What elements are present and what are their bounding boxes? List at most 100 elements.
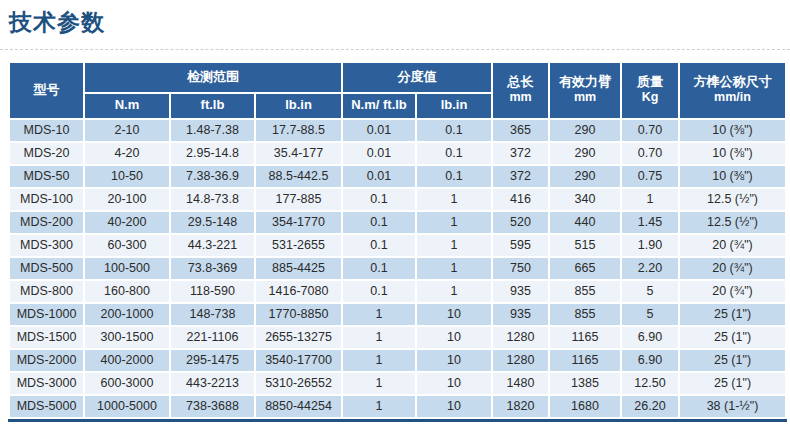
- cell-mass: 2.20: [622, 258, 678, 279]
- cell-range-nm: 200-1000: [85, 304, 169, 325]
- cell-effective-arm: 1680: [550, 396, 620, 417]
- cell-total-length: 1280: [493, 350, 548, 371]
- cell-effective-arm: 440: [550, 212, 620, 233]
- cell-effective-arm: 1165: [550, 350, 620, 371]
- cell-range-nm: 40-200: [85, 212, 169, 233]
- cell-effective-arm: 290: [550, 166, 620, 187]
- cell-mass: 0.70: [622, 120, 678, 141]
- cell-range-ftlb: 2.95-14.8: [171, 143, 254, 164]
- cell-range-ftlb: 738-3688: [171, 396, 254, 417]
- header-range-ftlb: ft.lb: [171, 94, 254, 118]
- cell-division-lbin: 10: [417, 304, 491, 325]
- header-effective-arm-label: 有效力臂: [559, 74, 611, 89]
- header-range-nm: N.m: [85, 94, 169, 118]
- cell-effective-arm: 340: [550, 189, 620, 210]
- cell-range-ftlb: 118-590: [171, 281, 254, 302]
- header-mass: 质量 Kg: [622, 63, 678, 118]
- spec-table: 型号 检测范围 分度值 总长 mm 有效力臂 mm 质量 Kg 方榫公称尺寸 m…: [8, 61, 787, 419]
- header-total-length-label: 总长: [508, 74, 534, 89]
- cell-total-length: 365: [493, 120, 548, 141]
- header-effective-arm-unit: mm: [574, 90, 596, 104]
- cell-division-nm-ftlb: 1: [343, 373, 415, 394]
- cell-range-ftlb: 73.8-369: [171, 258, 254, 279]
- header-mass-unit: Kg: [642, 90, 659, 104]
- cell-total-length: 416: [493, 189, 548, 210]
- cell-range-nm: 10-50: [85, 166, 169, 187]
- cell-range-lbin: 1770-8850: [256, 304, 341, 325]
- header-mass-label: 质量: [637, 74, 663, 89]
- cell-division-nm-ftlb: 0.01: [343, 120, 415, 141]
- cell-total-length: 1480: [493, 373, 548, 394]
- cell-division-lbin: 1: [417, 189, 491, 210]
- cell-range-lbin: 531-2655: [256, 235, 341, 256]
- cell-mass: 26.20: [622, 396, 678, 417]
- cell-square-size: 12.5 (½"): [680, 212, 785, 233]
- cell-division-nm-ftlb: 1: [343, 350, 415, 371]
- cell-division-lbin: 1: [417, 235, 491, 256]
- cell-square-size: 10 (⅜"): [680, 143, 785, 164]
- cell-model: MDS-300: [10, 235, 83, 256]
- cell-square-size: 25 (1"): [680, 327, 785, 348]
- cell-range-ftlb: 1.48-7.38: [171, 120, 254, 141]
- cell-square-size: 10 (⅜"): [680, 166, 785, 187]
- cell-total-length: 1820: [493, 396, 548, 417]
- table-row: MDS-20040-20029.5-148354-17700.115204401…: [10, 212, 785, 233]
- cell-square-size: 20 (¾"): [680, 235, 785, 256]
- cell-square-size: 10 (⅜"): [680, 120, 785, 141]
- cell-range-nm: 60-300: [85, 235, 169, 256]
- cell-range-nm: 160-800: [85, 281, 169, 302]
- cell-division-nm-ftlb: 0.1: [343, 235, 415, 256]
- cell-range-lbin: 354-1770: [256, 212, 341, 233]
- cell-range-ftlb: 29.5-148: [171, 212, 254, 233]
- cell-effective-arm: 665: [550, 258, 620, 279]
- cell-division-lbin: 0.1: [417, 166, 491, 187]
- cell-total-length: 595: [493, 235, 548, 256]
- cell-range-ftlb: 148-738: [171, 304, 254, 325]
- cell-division-nm-ftlb: 0.1: [343, 189, 415, 210]
- cell-division-lbin: 10: [417, 396, 491, 417]
- cell-total-length: 372: [493, 143, 548, 164]
- cell-mass: 6.90: [622, 327, 678, 348]
- cell-range-nm: 4-20: [85, 143, 169, 164]
- cell-division-lbin: 1: [417, 212, 491, 233]
- cell-division-nm-ftlb: 0.01: [343, 166, 415, 187]
- cell-range-ftlb: 14.8-73.8: [171, 189, 254, 210]
- cell-model: MDS-2000: [10, 350, 83, 371]
- cell-square-size: 12.5 (½"): [680, 189, 785, 210]
- header-total-length: 总长 mm: [493, 63, 548, 118]
- table-row: MDS-102-101.48-7.3817.7-88.50.010.136529…: [10, 120, 785, 141]
- cell-range-ftlb: 221-1106: [171, 327, 254, 348]
- header-effective-arm: 有效力臂 mm: [550, 63, 620, 118]
- cell-range-lbin: 177-885: [256, 189, 341, 210]
- cell-division-lbin: 10: [417, 350, 491, 371]
- cell-effective-arm: 290: [550, 143, 620, 164]
- cell-total-length: 1280: [493, 327, 548, 348]
- cell-mass: 5: [622, 281, 678, 302]
- cell-model: MDS-200: [10, 212, 83, 233]
- cell-division-nm-ftlb: 0.1: [343, 281, 415, 302]
- cell-mass: 0.70: [622, 143, 678, 164]
- cell-effective-arm: 290: [550, 120, 620, 141]
- cell-effective-arm: 1165: [550, 327, 620, 348]
- header-total-length-unit: mm: [509, 90, 531, 104]
- header-group-row: 型号 检测范围 分度值 总长 mm 有效力臂 mm 质量 Kg 方榫公称尺寸 m…: [10, 63, 785, 92]
- cell-mass: 5: [622, 304, 678, 325]
- table-row: MDS-30060-30044.3-221531-26550.115955151…: [10, 235, 785, 256]
- table-row: MDS-204-202.95-14.835.4-1770.010.1372290…: [10, 143, 785, 164]
- table-row: MDS-500100-50073.8-369885-44250.11750665…: [10, 258, 785, 279]
- cell-model: MDS-100: [10, 189, 83, 210]
- header-square-size-unit: mm/in: [714, 90, 751, 104]
- cell-division-lbin: 0.1: [417, 120, 491, 141]
- table-row: MDS-2000400-2000295-14753540-17700110128…: [10, 350, 785, 371]
- cell-division-nm-ftlb: 0.01: [343, 143, 415, 164]
- cell-mass: 1.45: [622, 212, 678, 233]
- cell-range-nm: 600-3000: [85, 373, 169, 394]
- cell-range-ftlb: 443-2213: [171, 373, 254, 394]
- table-bottom-bar: [8, 419, 787, 422]
- title-divider: [0, 49, 790, 50]
- cell-division-lbin: 1: [417, 281, 491, 302]
- cell-range-lbin: 35.4-177: [256, 143, 341, 164]
- table-row: MDS-800160-800118-5901416-70800.11935855…: [10, 281, 785, 302]
- cell-range-ftlb: 295-1475: [171, 350, 254, 371]
- cell-mass: 6.90: [622, 350, 678, 371]
